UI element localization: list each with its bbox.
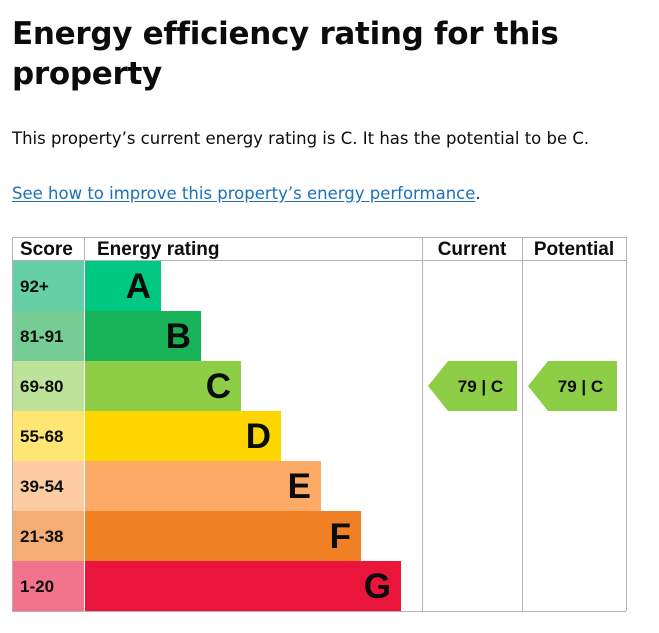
score-cell-d bbox=[13, 411, 84, 461]
band-bar-e bbox=[85, 461, 321, 511]
score-cell-a bbox=[13, 261, 84, 311]
band-bar-f bbox=[85, 511, 361, 561]
band-bar-c bbox=[85, 361, 241, 411]
band-bar-b bbox=[85, 311, 201, 361]
header-current: Current bbox=[438, 239, 507, 260]
header-potential: Potential bbox=[534, 239, 614, 260]
band-bar-a bbox=[85, 261, 161, 311]
current-rating-arrow bbox=[428, 361, 517, 411]
score-range-a: 92+ bbox=[20, 277, 49, 296]
score-range-d: 55-68 bbox=[20, 427, 63, 446]
band-letter-c: C bbox=[206, 367, 231, 406]
header-energy-rating: Energy rating bbox=[97, 239, 219, 260]
score-range-c: 69-80 bbox=[20, 377, 63, 396]
band-letter-a: A bbox=[126, 267, 151, 306]
band-letter-f: F bbox=[330, 517, 351, 556]
current-rating-label: 79 | C bbox=[458, 377, 503, 396]
band-bar-d bbox=[85, 411, 281, 461]
band-letter-b: B bbox=[166, 317, 191, 356]
score-range-e: 39-54 bbox=[20, 477, 64, 496]
score-cell-f bbox=[13, 511, 84, 561]
score-range-g: 1-20 bbox=[20, 577, 54, 596]
score-cell-g bbox=[13, 561, 84, 611]
score-range-f: 21-38 bbox=[20, 527, 63, 546]
link-suffix: . bbox=[475, 184, 481, 203]
score-range-b: 81-91 bbox=[20, 327, 63, 346]
score-cell-b bbox=[13, 311, 84, 361]
band-letter-g: G bbox=[364, 567, 391, 606]
potential-rating-label: 79 | C bbox=[558, 377, 603, 396]
score-cell-c bbox=[13, 361, 84, 411]
band-bar-g bbox=[85, 561, 401, 611]
header-score: Score bbox=[20, 239, 73, 260]
score-cell-e bbox=[13, 461, 84, 511]
rating-summary: This property’s current energy rating is… bbox=[12, 129, 590, 148]
band-letter-e: E bbox=[288, 467, 311, 506]
potential-rating-arrow bbox=[528, 361, 617, 411]
band-letter-d: D bbox=[246, 417, 271, 456]
improve-link-line: See how to improve this property’s energ… bbox=[12, 182, 481, 206]
improve-performance-link[interactable]: See how to improve this property’s energ… bbox=[12, 184, 476, 203]
page-title: Energy efficiency rating for this proper… bbox=[12, 16, 559, 92]
